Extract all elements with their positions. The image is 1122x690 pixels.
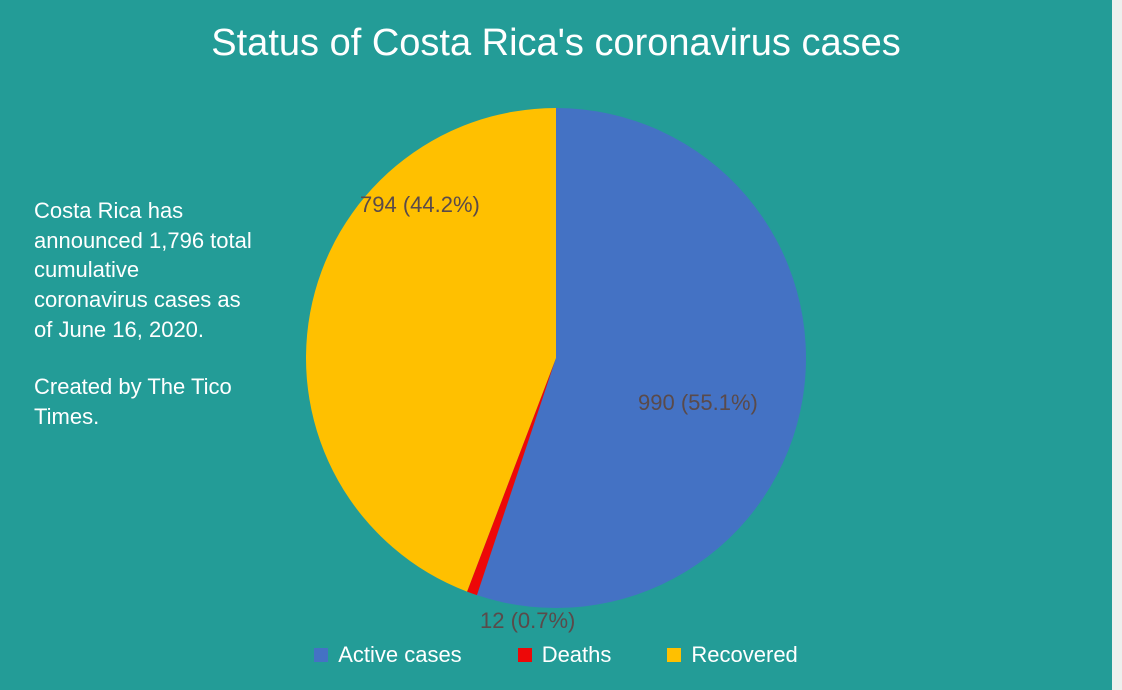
legend-item-recovered: Recovered: [667, 642, 797, 668]
legend-label-deaths: Deaths: [542, 642, 612, 668]
data-label-deaths: 12 (0.7%): [480, 608, 575, 634]
pie-chart: [296, 98, 816, 618]
chart-title: Status of Costa Rica's coronavirus cases: [0, 22, 1112, 65]
legend-label-recovered: Recovered: [691, 642, 797, 668]
legend-swatch-active: [314, 648, 328, 662]
data-label-active: 990 (55.1%): [638, 390, 758, 416]
legend-label-active: Active cases: [338, 642, 462, 668]
side-text: Costa Rica has announced 1,796 total cum…: [34, 196, 254, 460]
legend-item-active: Active cases: [314, 642, 462, 668]
side-text-p2: Created by The Tico Times.: [34, 372, 254, 431]
side-text-p1: Costa Rica has announced 1,796 total cum…: [34, 196, 254, 344]
legend-item-deaths: Deaths: [518, 642, 612, 668]
right-strip: [1112, 0, 1122, 690]
data-label-recovered: 794 (44.2%): [360, 192, 480, 218]
chart-inner: Status of Costa Rica's coronavirus cases…: [0, 0, 1112, 690]
pie-svg: [296, 98, 816, 618]
legend-swatch-deaths: [518, 648, 532, 662]
legend-swatch-recovered: [667, 648, 681, 662]
chart-canvas: Status of Costa Rica's coronavirus cases…: [0, 0, 1122, 690]
legend: Active cases Deaths Recovered: [0, 642, 1112, 668]
